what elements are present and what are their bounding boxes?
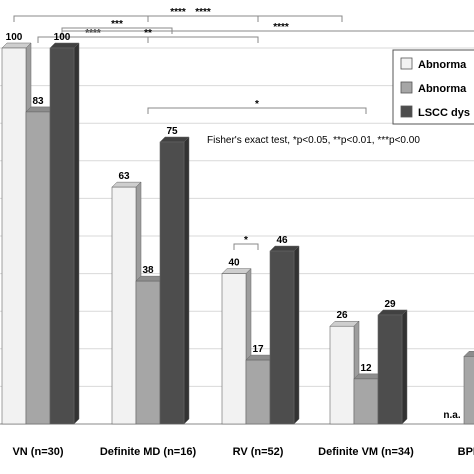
category-labels: VN (n=30) Definite MD (n=16) RV (n=52) Defi… — [12, 446, 474, 458]
significance-bracket: * — [233, 235, 259, 250]
legend-label: LSCC dys — [418, 107, 470, 119]
significance-label: **** — [170, 7, 186, 18]
fisher-test-note: Fisher's exact test, *p<0.05, **p<0.01, … — [207, 135, 420, 146]
legend-item: Abnorma — [400, 81, 467, 95]
legend: Abnorma Abnorma LSCC dys — [392, 49, 474, 125]
significance-bracket: **** — [61, 22, 474, 37]
category-label: Definite MD (n=16) — [100, 446, 197, 458]
significance-label: *** — [111, 19, 123, 30]
category-label: VN (n=30) — [12, 446, 63, 458]
bar — [463, 351, 474, 425]
significance-label: **** — [273, 22, 289, 33]
bars — [1, 42, 474, 425]
data-label: 40 — [228, 258, 240, 269]
legend-item: LSCC dys — [400, 105, 470, 119]
significance-bracket: ** — [37, 28, 259, 43]
legend-item: Abnorma — [400, 57, 467, 71]
significance-bracket: * — [147, 99, 367, 114]
significance-label: **** — [85, 28, 101, 39]
significance-bracket: **** — [147, 7, 259, 22]
data-label: 75 — [166, 126, 178, 137]
significance-label: * — [244, 235, 248, 246]
data-label: 83 — [32, 96, 44, 107]
data-label: n.a. — [443, 410, 460, 421]
data-label: 63 — [118, 171, 130, 182]
data-label: 17 — [252, 344, 264, 355]
data-label: 29 — [384, 299, 396, 310]
significance-bracket: *** — [61, 19, 173, 34]
significance-label: ** — [144, 28, 152, 39]
legend-swatch — [400, 81, 413, 94]
category-label: RV (n=52) — [233, 446, 284, 458]
data-label: 38 — [142, 265, 154, 276]
bar — [49, 42, 80, 425]
value-labels: 100 63 40 26 n.a. 83 38 17 12 100 75 46 29 — [6, 32, 461, 421]
significance-bracket: **** — [13, 7, 343, 22]
data-label: 26 — [336, 310, 348, 321]
legend-label: Abnorma — [418, 59, 467, 71]
category-label: Definite VM (n=34) — [318, 446, 414, 458]
data-label: 12 — [360, 363, 372, 374]
data-label: 46 — [276, 235, 288, 246]
data-label: 100 — [54, 32, 71, 43]
legend-label: Abnorma — [418, 83, 467, 95]
significance-brackets: *********************** — [13, 7, 474, 250]
bar — [269, 245, 300, 425]
legend-swatch — [400, 105, 413, 118]
legend-swatch — [400, 57, 413, 70]
significance-label: * — [255, 99, 259, 110]
significance-label: **** — [195, 7, 211, 18]
category-label: BPPV ( — [458, 446, 474, 458]
bar — [329, 320, 360, 425]
bar — [159, 136, 190, 425]
data-label: 100 — [6, 32, 23, 43]
bar — [377, 309, 408, 425]
bar — [221, 267, 252, 425]
